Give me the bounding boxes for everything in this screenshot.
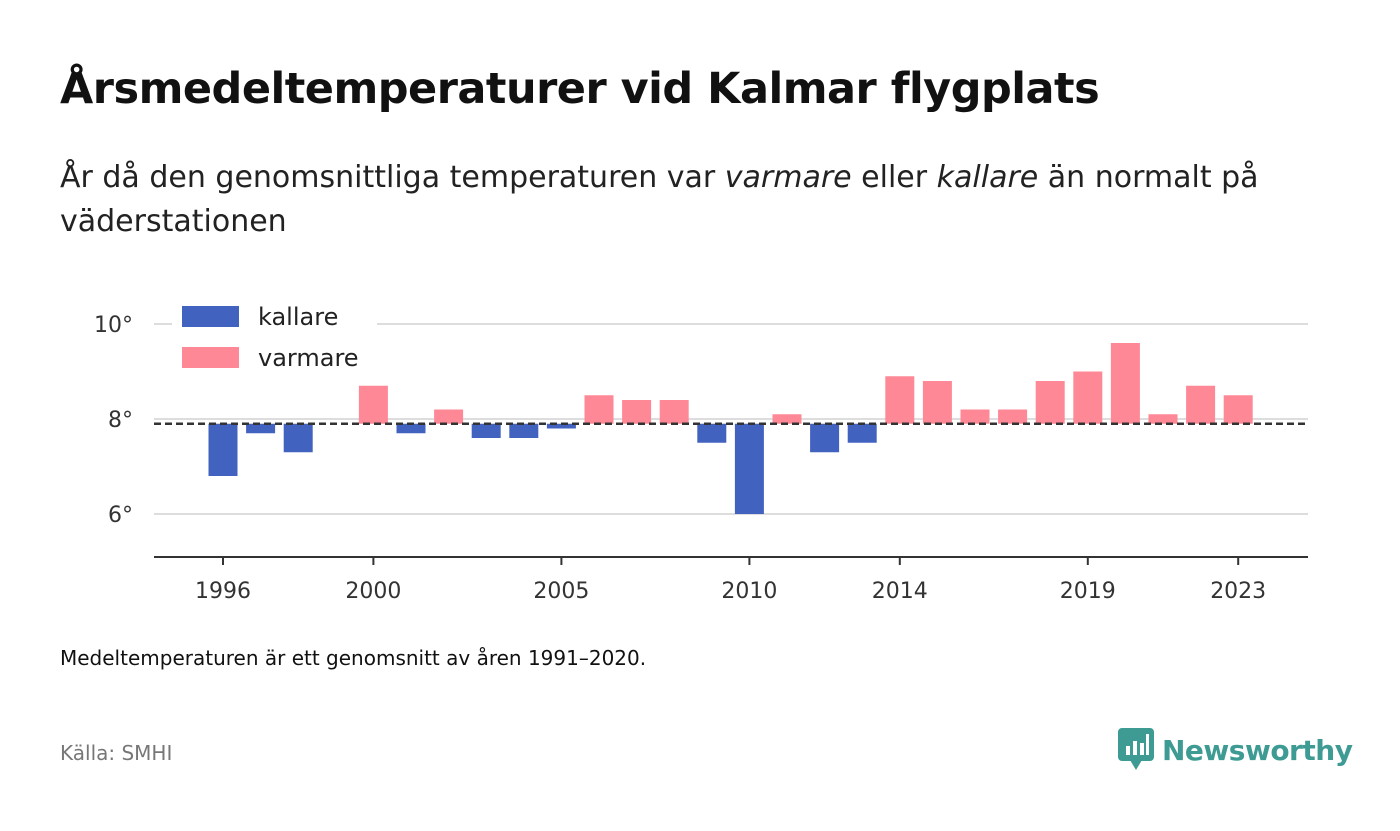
legend-swatch-varmare <box>182 347 239 368</box>
bar-2006 <box>584 395 614 424</box>
subtitle-warm-word: varmare <box>724 160 852 195</box>
bar-2009 <box>697 423 727 443</box>
bar-2021 <box>1148 414 1178 424</box>
brand-name: Newsworthy <box>1162 733 1353 767</box>
y-tick-label: 6° <box>108 503 133 528</box>
bar-2007 <box>622 400 652 424</box>
y-tick-label: 10° <box>94 313 133 338</box>
chart-title: Årsmedeltemperaturer vid Kalmar flygplat… <box>60 64 1100 114</box>
legend-swatch-kallare <box>182 306 239 327</box>
bar-2020 <box>1110 343 1140 424</box>
x-tick-label: 2010 <box>721 579 777 604</box>
bar-2017 <box>998 409 1028 424</box>
bar-2001 <box>396 423 426 434</box>
legend-label-varmare: varmare <box>258 344 359 372</box>
bar-2023 <box>1223 395 1253 424</box>
bar-1996 <box>208 423 238 476</box>
bar-2005 <box>546 423 576 429</box>
x-tick-label: 2019 <box>1060 579 1116 604</box>
brand-logo: Newsworthy <box>1118 728 1353 772</box>
bar-2004 <box>509 423 539 438</box>
bar-2022 <box>1186 385 1216 424</box>
chart-subtitle: År då den genomsnittliga temperaturen va… <box>60 156 1320 244</box>
bar-2012 <box>810 423 840 453</box>
bar-2003 <box>471 423 501 438</box>
source-label: Källa: SMHI <box>60 741 173 765</box>
bar-2018 <box>1035 381 1065 424</box>
x-tick-label: 2014 <box>872 579 928 604</box>
bar-chart: 6° 8° 10° 1996 2000 2005 2010 2014 2019 2023 kalla… <box>94 303 1308 604</box>
subtitle-part2: eller <box>851 160 937 195</box>
x-tick-label: 2023 <box>1210 579 1266 604</box>
x-tick-label: 2000 <box>345 579 401 604</box>
y-tick-label: 8° <box>108 408 133 433</box>
bar-1998 <box>283 423 313 453</box>
bar-2015 <box>922 381 952 424</box>
footnote: Medeltemperaturen är ett genomsnitt av å… <box>60 646 647 670</box>
bar-1997 <box>246 423 276 434</box>
x-tick-label: 2005 <box>533 579 589 604</box>
bar-2011 <box>772 414 802 424</box>
newsworthy-logo-icon <box>1118 728 1154 770</box>
x-tick-label: 1996 <box>195 579 251 604</box>
bar-2000 <box>358 385 388 424</box>
bar-2002 <box>434 409 464 424</box>
bar-2019 <box>1073 371 1103 424</box>
subtitle-cold-word: kallare <box>936 160 1039 195</box>
legend-label-kallare: kallare <box>258 303 338 331</box>
subtitle-part1: År då den genomsnittliga temperaturen va… <box>60 160 725 195</box>
bar-2014 <box>885 376 915 424</box>
subtitle-part3: än normalt på väderstationen <box>60 160 1259 239</box>
bar-2013 <box>847 423 877 443</box>
bar-2016 <box>960 409 990 424</box>
bar-2008 <box>659 400 689 424</box>
bar-2010 <box>734 423 764 514</box>
